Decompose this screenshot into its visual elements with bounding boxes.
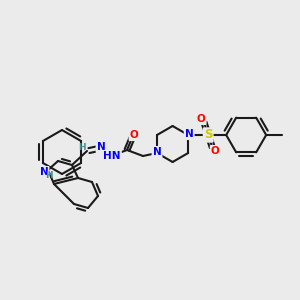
Text: O: O bbox=[197, 114, 206, 124]
Text: S: S bbox=[204, 128, 212, 142]
Text: N: N bbox=[40, 167, 48, 177]
Text: N: N bbox=[153, 147, 161, 157]
Text: HN: HN bbox=[103, 151, 121, 161]
Text: O: O bbox=[130, 130, 138, 140]
Text: O: O bbox=[211, 146, 220, 156]
Text: H: H bbox=[45, 170, 53, 179]
Text: N: N bbox=[185, 129, 194, 139]
Text: H: H bbox=[78, 142, 86, 152]
Text: N: N bbox=[97, 142, 105, 152]
